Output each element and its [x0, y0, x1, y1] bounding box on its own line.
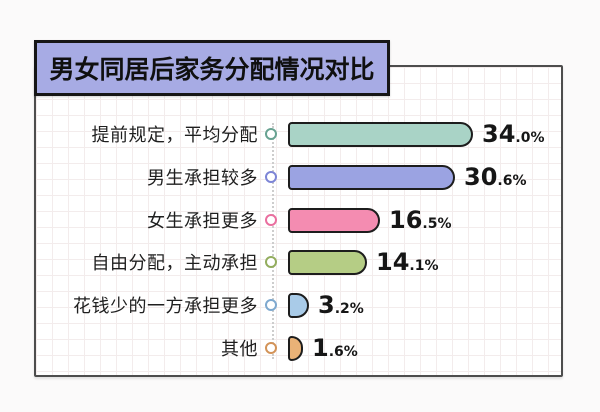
bar-row: 自由分配，主动承担 14.1% [36, 241, 561, 283]
chart-card: 提前规定，平均分配 34.0% 男生承担较多 30.6% 女生承担更多 16.5% 自由分配… [34, 65, 563, 377]
category-label: 提前规定，平均分配 [91, 125, 258, 146]
axis-marker-dot [265, 214, 277, 226]
axis-marker-dot [265, 299, 277, 311]
value-label: 34.0% [482, 120, 545, 148]
axis-marker-dot [265, 171, 277, 183]
value-decimal-percent: .6% [328, 344, 358, 360]
value-decimal-percent: .5% [422, 216, 452, 232]
category-label: 男生承担较多 [147, 168, 258, 189]
value-label: 1.6% [312, 334, 358, 362]
bar-row: 花钱少的一方承担更多 3.2% [36, 284, 561, 326]
value-label: 16.5% [389, 206, 452, 234]
category-label: 女生承担更多 [147, 211, 258, 232]
value-integer: 34 [482, 120, 516, 148]
bar-row: 提前规定，平均分配 34.0% [36, 113, 561, 155]
value-label: 30.6% [464, 163, 527, 191]
bar-row: 男生承担较多 30.6% [36, 156, 561, 198]
axis-dotted-line [272, 123, 274, 359]
bar [288, 249, 367, 275]
chart-title-box: 男女同居后家务分配情况对比 [34, 40, 390, 96]
value-integer: 1 [312, 334, 329, 362]
bar [288, 335, 303, 361]
value-integer: 30 [464, 163, 498, 191]
value-decimal-percent: .0% [515, 130, 545, 146]
value-label: 14.1% [376, 248, 439, 276]
value-integer: 3 [318, 291, 335, 319]
bar-rows: 提前规定，平均分配 34.0% 男生承担较多 30.6% 女生承担更多 16.5% 自由分配… [36, 67, 561, 375]
chart-title: 男女同居后家务分配情况对比 [49, 55, 375, 84]
bar-row: 其他 1.6% [36, 327, 561, 369]
bar-row: 女生承担更多 16.5% [36, 199, 561, 241]
category-label: 花钱少的一方承担更多 [73, 296, 258, 317]
value-label: 3.2% [318, 291, 364, 319]
bar [288, 164, 455, 190]
value-decimal-percent: .2% [334, 301, 364, 317]
value-decimal-percent: .1% [409, 258, 439, 274]
axis-marker-dot [265, 128, 277, 140]
category-label: 自由分配，主动承担 [91, 253, 258, 274]
value-integer: 16 [389, 206, 423, 234]
category-label: 其他 [221, 339, 258, 360]
value-integer: 14 [376, 248, 410, 276]
axis-marker-dot [265, 342, 277, 354]
bar [288, 292, 309, 318]
axis-marker-dot [265, 256, 277, 268]
bar [288, 121, 473, 147]
bar [288, 207, 380, 233]
value-decimal-percent: .6% [497, 173, 527, 189]
